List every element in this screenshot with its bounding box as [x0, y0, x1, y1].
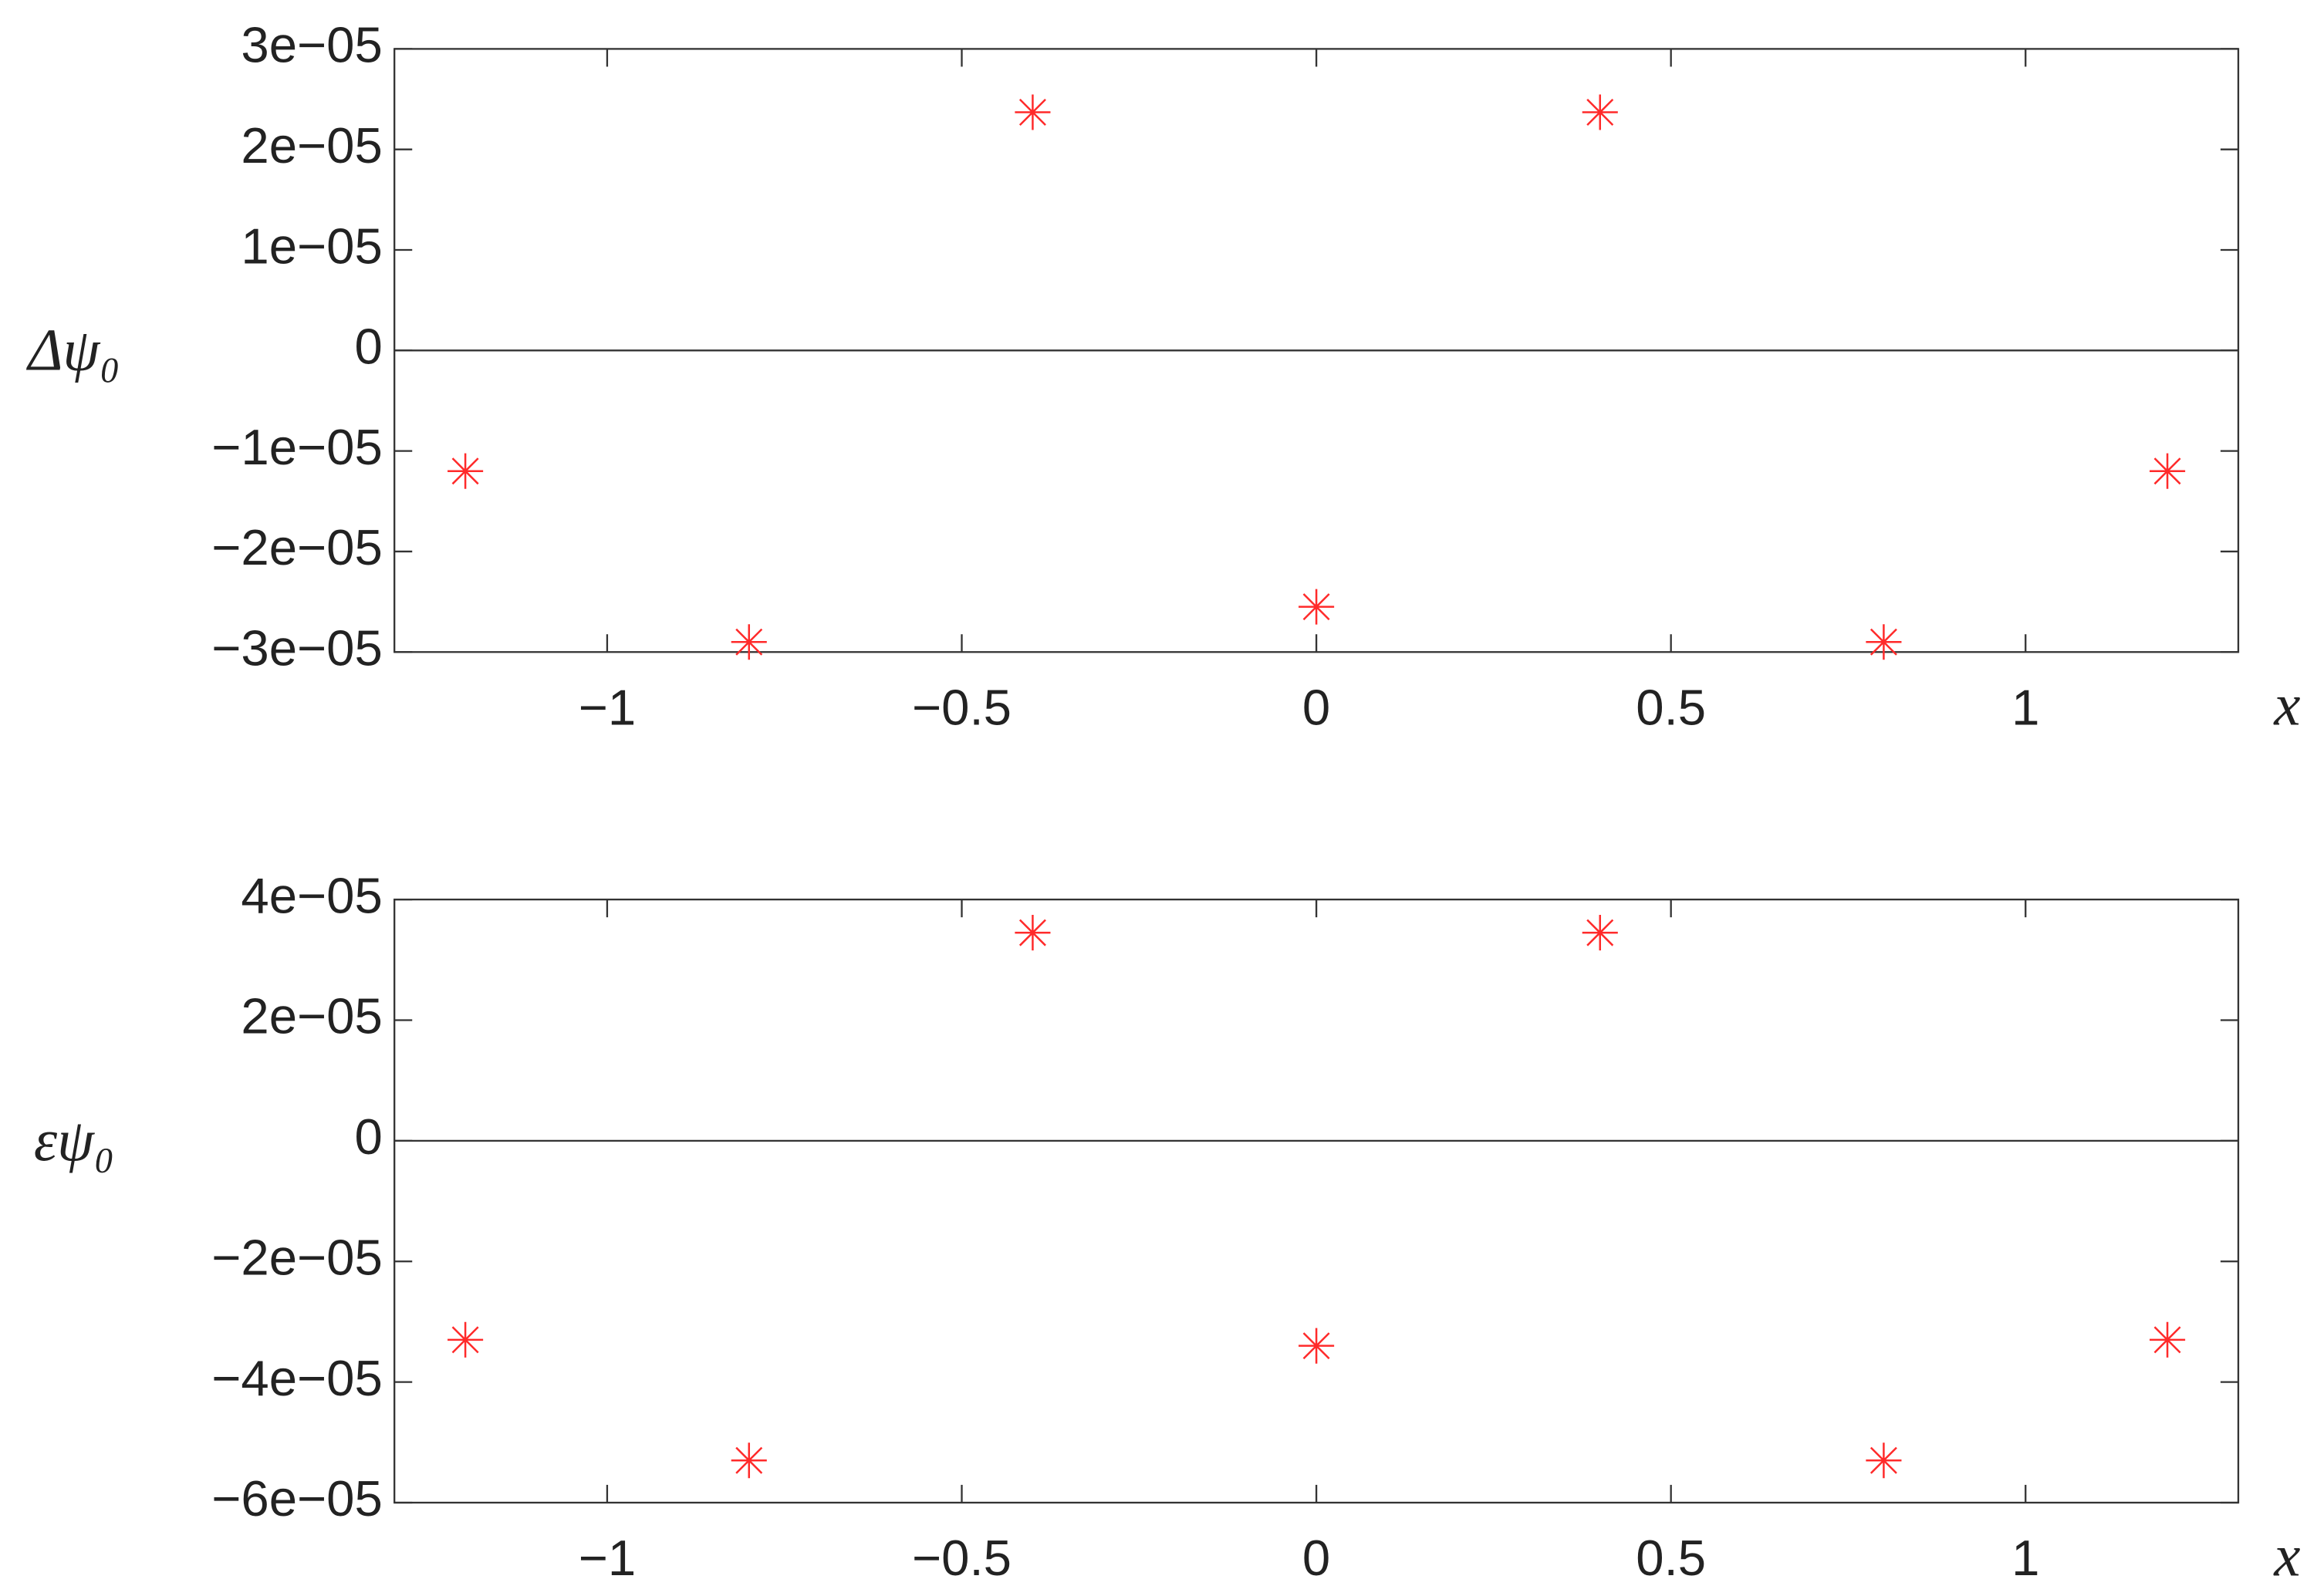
- star-marker: [448, 1321, 484, 1358]
- y-tick-label: 0: [354, 1108, 382, 1165]
- y-tick-label: 2e−05: [241, 988, 382, 1044]
- star-marker: [1015, 915, 1051, 951]
- x-tick-label: −0.5: [912, 1530, 1012, 1586]
- plot-frame: [393, 898, 2240, 1504]
- star-marker: [1866, 624, 1902, 660]
- x-tick-label: −1: [579, 679, 636, 735]
- y-tick-label: −1e−05: [211, 419, 383, 475]
- x-axis-label: x: [2273, 673, 2300, 738]
- x-tick-label: 0: [1302, 679, 1330, 735]
- y-tick-label: −6e−05: [211, 1470, 383, 1527]
- y-tick-label: −4e−05: [211, 1350, 383, 1406]
- y-axis-label: εψ₀: [34, 1108, 115, 1173]
- x-tick-label: 1: [2011, 1530, 2039, 1586]
- x-tick-label: 1: [2011, 679, 2039, 735]
- star-marker: [2150, 1321, 2186, 1358]
- star-marker: [448, 453, 484, 489]
- star-marker: [1582, 915, 1618, 951]
- y-tick-label: −2e−05: [211, 1229, 383, 1285]
- star-marker: [1015, 94, 1051, 130]
- y-tick-label: 3e−05: [241, 17, 382, 73]
- star-marker: [731, 1442, 767, 1479]
- star-marker: [2150, 453, 2186, 489]
- x-axis-label: x: [2273, 1523, 2300, 1588]
- x-tick-label: 0: [1302, 1530, 1330, 1586]
- y-tick-label: −3e−05: [211, 620, 383, 677]
- star-marker: [1582, 94, 1618, 130]
- star-marker: [731, 624, 767, 660]
- star-marker: [1299, 1328, 1335, 1364]
- x-tick-label: −0.5: [912, 679, 1012, 735]
- y-tick-label: 1e−05: [241, 218, 382, 274]
- y-tick-label: 0: [354, 319, 382, 375]
- y-tick-label: 2e−05: [241, 117, 382, 174]
- y-axis-label: Δψ₀: [25, 318, 120, 383]
- star-marker: [1299, 589, 1335, 625]
- x-tick-label: 0.5: [1636, 1530, 1706, 1586]
- x-tick-label: −1: [579, 1530, 636, 1586]
- star-marker: [1866, 1442, 1902, 1479]
- y-tick-label: −2e−05: [211, 519, 383, 575]
- y-tick-label: 4e−05: [241, 867, 382, 923]
- x-tick-label: 0.5: [1636, 679, 1706, 735]
